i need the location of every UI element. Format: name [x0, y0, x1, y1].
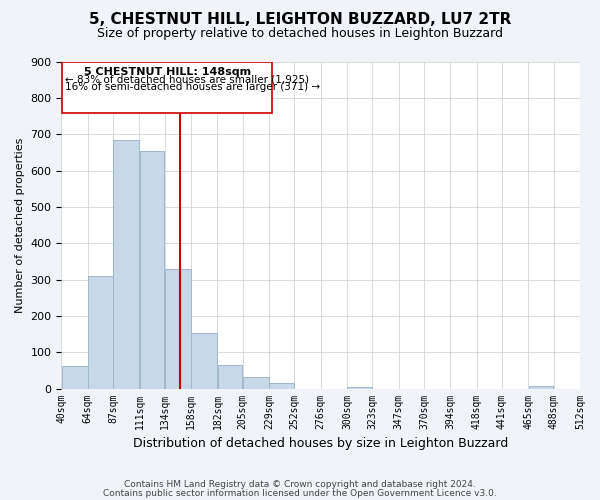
Bar	[243, 376, 269, 388]
Bar	[165, 268, 191, 388]
Bar	[140, 152, 164, 388]
Y-axis label: Number of detached properties: Number of detached properties	[15, 138, 25, 312]
Text: 16% of semi-detached houses are larger (371) →: 16% of semi-detached houses are larger (…	[65, 82, 320, 92]
Bar	[269, 384, 294, 388]
Bar	[62, 366, 88, 388]
Text: 5, CHESTNUT HILL, LEIGHTON BUZZARD, LU7 2TR: 5, CHESTNUT HILL, LEIGHTON BUZZARD, LU7 …	[89, 12, 511, 28]
Bar	[347, 386, 372, 388]
FancyBboxPatch shape	[62, 62, 272, 113]
Bar	[113, 140, 139, 388]
Bar	[529, 386, 553, 388]
Text: 5 CHESTNUT HILL: 148sqm: 5 CHESTNUT HILL: 148sqm	[83, 67, 251, 77]
Text: Contains HM Land Registry data © Crown copyright and database right 2024.: Contains HM Land Registry data © Crown c…	[124, 480, 476, 489]
Bar	[218, 365, 242, 388]
Text: ← 83% of detached houses are smaller (1,925): ← 83% of detached houses are smaller (1,…	[65, 74, 310, 85]
X-axis label: Distribution of detached houses by size in Leighton Buzzard: Distribution of detached houses by size …	[133, 437, 508, 450]
Bar	[191, 334, 217, 388]
Bar	[88, 276, 113, 388]
Text: Contains public sector information licensed under the Open Government Licence v3: Contains public sector information licen…	[103, 488, 497, 498]
Text: Size of property relative to detached houses in Leighton Buzzard: Size of property relative to detached ho…	[97, 28, 503, 40]
